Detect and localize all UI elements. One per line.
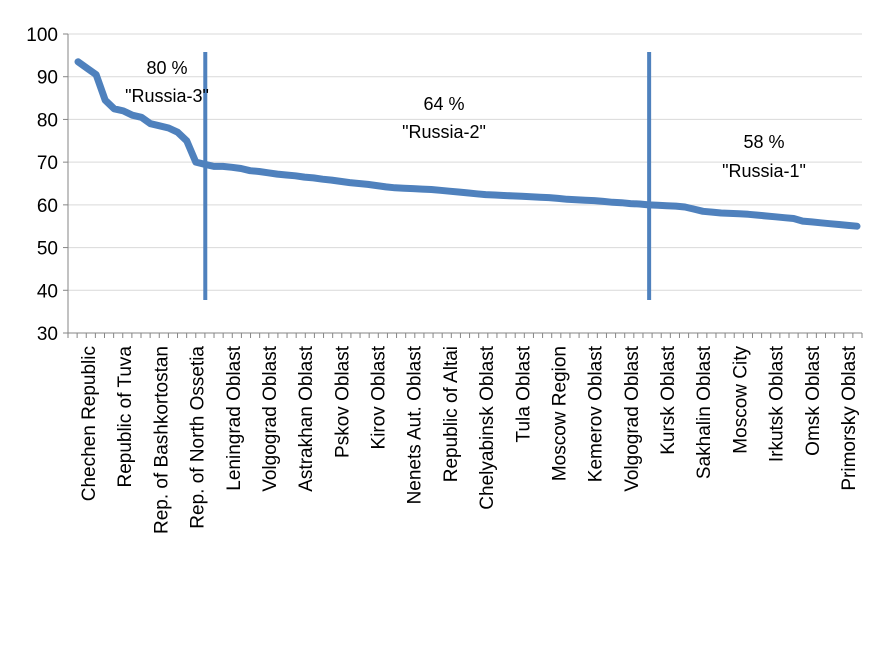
x-tick-label: Omsk Oblast [803,345,824,456]
series [74,58,861,230]
x-tick-label: Kursk Oblast [658,345,679,454]
y-tick-label: 50 [37,239,58,260]
group-annotations: 80 % "Russia-3" 64 % "Russia-2" 58 % "Russia-… [125,58,806,181]
y-tick-label: 70 [37,153,58,174]
x-tick-label: Republic of Tuva [115,346,136,488]
x-tick-label: Sakhalin Oblast [694,345,715,479]
x-tick-label: Kirov Oblast [369,345,390,449]
y-tick-label: 80 [37,110,58,131]
x-tick-label: Irkutsk Oblast [767,345,788,462]
y-axis-tick-labels: 30 40 50 60 70 80 90 100 [26,25,58,345]
y-tick-label: 100 [26,25,58,46]
group-label: "Russia-2" [402,122,486,142]
x-tick-label: Leningrad Oblast [224,345,245,490]
y-tick-label: 30 [37,324,58,345]
group-label: "Russia-1" [722,161,806,181]
y-tick-label: 90 [37,68,58,89]
x-tick-label: Nenets Aut. Oblast [405,345,426,504]
axes [63,33,863,338]
x-tick-label: Kemerov Oblast [586,345,607,482]
x-tick-label: Moscow Region [549,346,570,481]
x-tick-label: Astrakhan Oblast [296,345,317,491]
x-tick-label: Rep. of North Ossetia [188,346,209,529]
y-tick-label: 60 [37,196,58,217]
x-tick-label: Volgograd Oblast [260,345,281,491]
x-tick-label: Primorsky Oblast [839,345,860,490]
x-tick-label: Republic of Altai [441,346,462,482]
x-tick-label: Chechen Republic [79,346,100,501]
x-tick-label: Pskov Oblast [332,345,353,458]
x-tick-label: Tula Oblast [513,345,534,442]
x-tick-label: Moscow City [730,346,751,454]
group-label: "Russia-3" [125,86,209,106]
x-tick-label: Volgograd Oblast [622,345,643,491]
group-percent: 80 % [146,58,187,78]
y-tick-label: 40 [37,281,58,302]
x-tick-label: Rep. of Bashkortostan [151,346,172,534]
group-percent: 64 % [423,94,464,114]
series-line [74,58,861,230]
x-axis-tick-labels: Chechen Republic Republic of Tuva Rep. of … [79,345,860,534]
group-percent: 58 % [743,132,784,152]
x-tick-label: Chelyabinsk Oblast [477,345,498,509]
group-dividers [203,52,652,300]
